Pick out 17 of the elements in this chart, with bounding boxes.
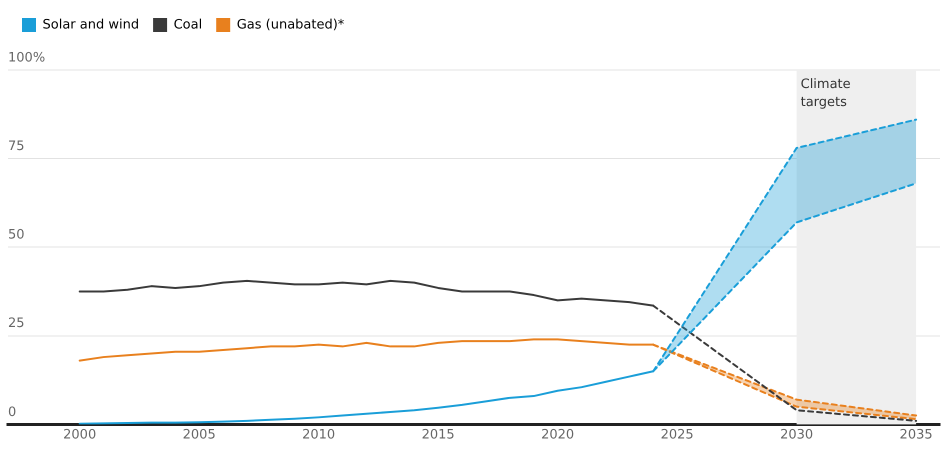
x-tick-label: 2005 bbox=[182, 428, 216, 443]
y-tick-label: 50 bbox=[8, 228, 25, 243]
legend-label: Gas (unabated)* bbox=[236, 17, 345, 32]
x-tick-label: 2025 bbox=[660, 428, 694, 443]
x-tick-label: 2015 bbox=[422, 428, 455, 443]
y-tick-label: 75 bbox=[8, 138, 25, 154]
y-tick-label: 25 bbox=[8, 316, 25, 332]
y-tick-label: 0 bbox=[8, 404, 16, 420]
x-tick-label: 2020 bbox=[541, 428, 574, 443]
legend-label: Solar and wind bbox=[42, 17, 140, 32]
x-tick-label: 2035 bbox=[900, 428, 933, 443]
y-tick-label: 100% bbox=[8, 50, 46, 66]
x-tick-label: 2030 bbox=[780, 428, 814, 443]
legend-label: Coal bbox=[174, 17, 202, 32]
x-tick-label: 2010 bbox=[302, 428, 336, 443]
x-tick-label: 2000 bbox=[63, 428, 96, 443]
band-label: Climate targets bbox=[800, 76, 851, 110]
